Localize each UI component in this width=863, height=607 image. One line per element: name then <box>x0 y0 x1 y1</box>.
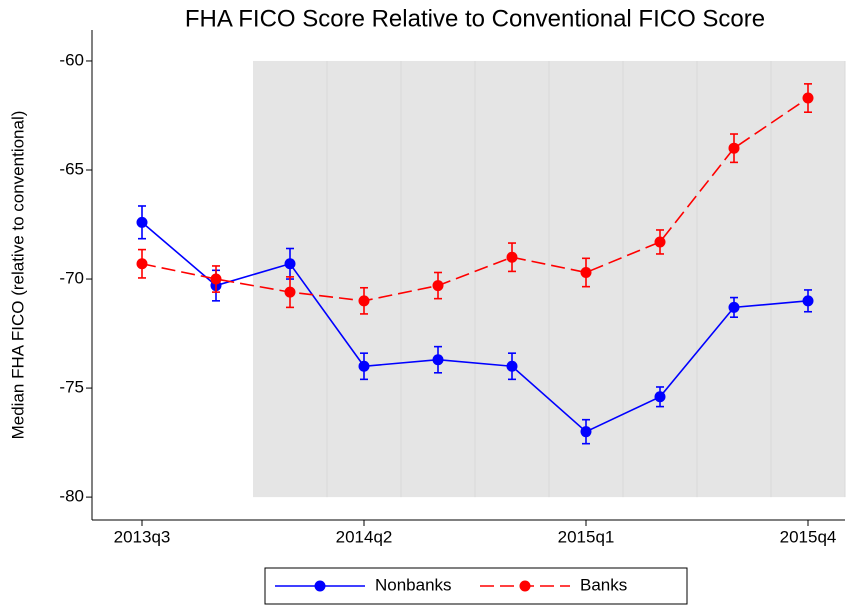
point <box>654 391 666 403</box>
point <box>802 295 814 307</box>
point <box>136 258 148 270</box>
point <box>284 286 296 298</box>
point <box>432 280 444 292</box>
point <box>728 301 740 313</box>
legend-label: Banks <box>580 575 627 594</box>
point <box>506 360 518 372</box>
x-tick-label: 2013q3 <box>114 527 171 546</box>
y-tick-label: -70 <box>59 269 84 288</box>
chart-title: FHA FICO Score Relative to Conventional … <box>185 5 765 32</box>
y-tick-label: -75 <box>59 378 84 397</box>
y-tick-label: -80 <box>59 487 84 506</box>
series-line <box>141 97 809 302</box>
point <box>506 251 518 263</box>
point <box>580 266 592 278</box>
point <box>654 236 666 248</box>
y-axis-label: Median FHA FICO (relative to conventiona… <box>8 111 27 440</box>
x-tick-label: 2015q1 <box>558 527 615 546</box>
y-tick-label: -60 <box>59 50 84 69</box>
point <box>802 92 814 104</box>
legend-marker <box>314 580 326 592</box>
legend-marker <box>519 580 531 592</box>
point <box>136 216 148 228</box>
point <box>728 142 740 154</box>
point <box>358 295 370 307</box>
y-tick-label: -65 <box>59 159 84 178</box>
x-tick-label: 2015q4 <box>780 527 837 546</box>
legend-label: Nonbanks <box>375 575 452 594</box>
point <box>210 273 222 285</box>
point <box>432 354 444 366</box>
x-tick-label: 2014q2 <box>336 527 393 546</box>
point <box>284 258 296 270</box>
point <box>580 426 592 438</box>
point <box>358 360 370 372</box>
series-line <box>141 221 809 433</box>
